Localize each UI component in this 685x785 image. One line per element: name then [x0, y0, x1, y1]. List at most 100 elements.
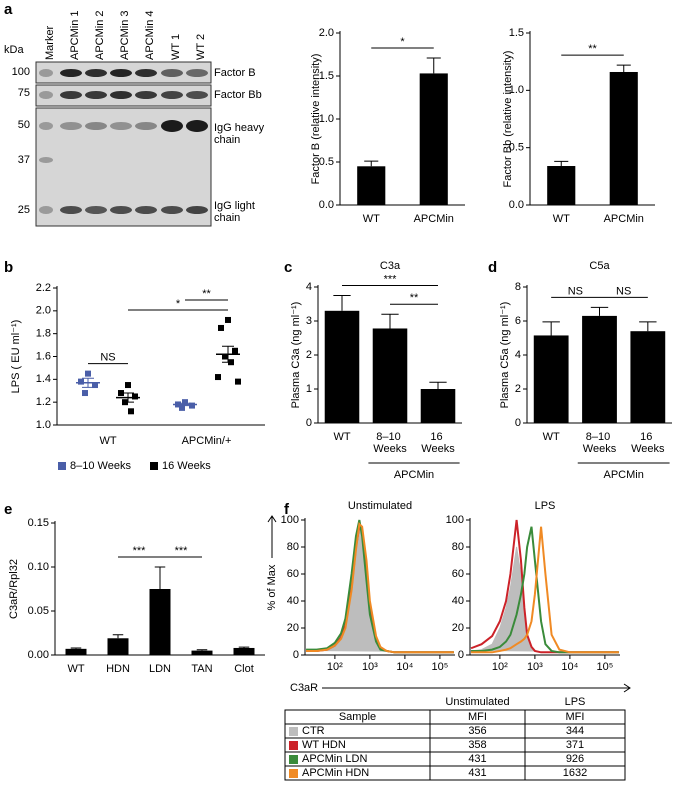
y-tick-label: 2 — [306, 349, 312, 361]
blot-band — [60, 206, 82, 214]
column-header: MFI — [566, 711, 585, 723]
lane-label: APCMin 1 — [69, 10, 81, 60]
x-tick-label: APCMin/+ — [182, 435, 232, 447]
x-tick-label: WT — [363, 213, 380, 225]
chart-title: C3a — [380, 260, 401, 272]
data-point — [78, 378, 84, 385]
error-bar — [639, 321, 657, 332]
lane-label: WT 1 — [170, 34, 182, 60]
column-group: LPS — [565, 696, 586, 708]
sample-swatch — [289, 769, 298, 778]
error-bar — [590, 306, 609, 316]
y-tick-label: 1.5 — [319, 70, 334, 82]
blot-band — [161, 69, 183, 77]
legend-swatch — [58, 462, 66, 470]
band-label: Factor Bb — [214, 89, 262, 101]
y-tick-label: 1 — [306, 383, 312, 395]
data-point — [118, 390, 124, 397]
y-tick-label: 1.0 — [36, 419, 51, 431]
chart-title: LPS — [535, 500, 556, 512]
significance-label: NS — [616, 285, 631, 297]
y-tick-label: 20 — [287, 622, 299, 634]
histogram-line — [471, 526, 619, 654]
y-tick-label: 40 — [287, 595, 299, 607]
y-axis-label: C3aR/Rpl32 — [8, 559, 20, 619]
y-tick-label: 8 — [515, 281, 521, 293]
error-bar — [542, 321, 560, 336]
y-tick-label: 80 — [287, 541, 299, 553]
y-axis-label: LPS ( EU ml⁻¹) — [10, 320, 22, 394]
y-tick-label: 1.0 — [319, 113, 334, 125]
x-tick-label: WT — [333, 431, 350, 443]
x-tick-label: 10² — [327, 661, 343, 673]
x-arrow — [322, 683, 631, 693]
y-tick-label: 0.15 — [28, 517, 49, 529]
sample-swatch — [289, 755, 298, 764]
error-bar — [196, 649, 208, 651]
blot-band — [186, 120, 208, 132]
significance-label: * — [400, 36, 405, 48]
blot-band — [60, 69, 82, 77]
x-tick-label: WT — [99, 435, 116, 447]
legend-swatch — [150, 462, 158, 470]
group-label: APCMin — [603, 469, 643, 481]
y-tick-label: 1.2 — [36, 396, 51, 408]
y-tick-label: 0.5 — [509, 142, 524, 154]
blot-band — [110, 91, 132, 99]
data-point — [82, 390, 88, 397]
lane-label: APCMin 2 — [94, 10, 106, 60]
blot-band — [161, 206, 183, 214]
bar — [191, 650, 213, 655]
data-point — [125, 382, 131, 389]
y-tick-label: 0.0 — [509, 199, 524, 211]
blot-band — [39, 157, 53, 163]
x-tick-label: 16 Weeks — [421, 431, 455, 455]
histogram-line — [306, 519, 454, 654]
x-tick-label: 10⁵ — [432, 661, 449, 673]
significance-label: *** — [175, 545, 189, 557]
x-tick-label: HDN — [106, 663, 130, 675]
y-tick-label: 1.0 — [509, 84, 524, 96]
y-tick-label: 2.2 — [36, 282, 51, 294]
error-bar — [112, 634, 124, 639]
unit-label: kDa — [4, 44, 24, 56]
y-tick-label: 4 — [306, 281, 312, 293]
bar — [582, 315, 617, 423]
mfi-value: 926 — [566, 753, 584, 765]
mfi-value: 358 — [468, 739, 486, 751]
x-tick-label: 10⁵ — [597, 661, 614, 673]
y-tick-label: 60 — [287, 568, 299, 580]
sample-name: WT HDN — [302, 739, 346, 751]
column-group: Unstimulated — [445, 696, 509, 708]
error-bar — [616, 64, 631, 72]
bar — [149, 589, 171, 655]
data-point — [232, 347, 238, 354]
y-tick-label: 0.05 — [28, 605, 49, 617]
y-tick-label: 0 — [458, 649, 464, 661]
mfi-value: 431 — [468, 753, 486, 765]
bar — [533, 335, 569, 423]
error-bar — [364, 160, 379, 167]
blot-band — [60, 122, 82, 130]
bar — [420, 389, 456, 423]
blot-band — [161, 120, 183, 132]
x-tick-label: 8–10 Weeks — [583, 431, 617, 455]
y-tick-label: 3 — [306, 315, 312, 327]
sample-swatch — [289, 727, 298, 736]
error-bar — [333, 295, 351, 311]
y-axis-label: Plasma C3a (ng ml⁻¹) — [290, 302, 302, 409]
bar — [372, 328, 408, 423]
lane-label: Marker — [44, 25, 56, 60]
bar — [233, 647, 255, 655]
x-tick-label: 10⁴ — [561, 661, 578, 673]
sample-name: CTR — [302, 725, 325, 737]
sem-bar — [222, 345, 234, 363]
blot-band — [85, 122, 107, 130]
data-point — [179, 404, 185, 411]
y-tick-label: 1.4 — [36, 373, 51, 385]
histogram-line — [306, 524, 454, 654]
bar — [630, 331, 666, 423]
sem-bar — [82, 377, 94, 388]
sem-bar — [122, 392, 134, 403]
